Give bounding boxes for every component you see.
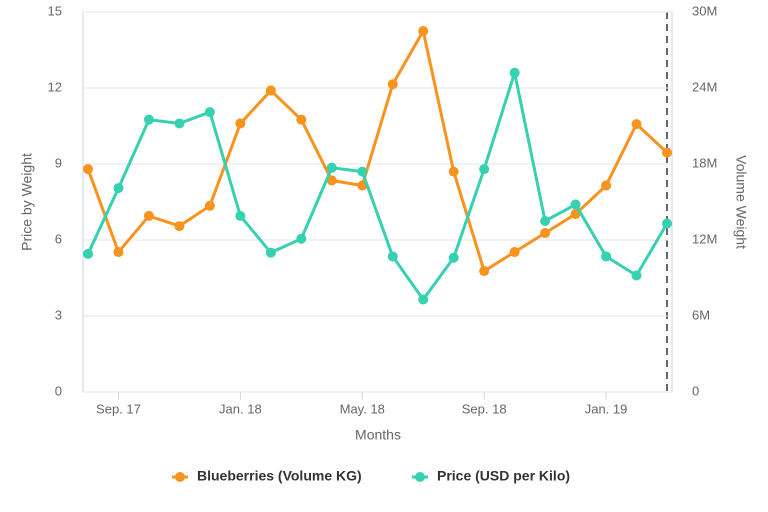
legend-marker [175,472,185,482]
point [265,85,276,96]
x-tick-label: Jan. 19 [585,401,628,416]
point [418,26,429,36]
legend-label: Blueberries (Volume KG) [197,468,362,484]
point [418,294,429,305]
point [631,119,642,130]
y-tick-label: 9 [55,155,62,170]
point [540,216,551,226]
y2-tick-label: 24M [692,79,717,94]
point [235,118,246,129]
point [113,247,124,258]
point [479,164,490,175]
point [296,233,307,244]
point [631,270,642,281]
point [265,247,276,258]
point [387,251,398,262]
point [174,118,185,129]
point [387,79,398,90]
y-tick-label: 0 [55,383,62,398]
point [570,199,581,210]
y2-tick-label: 0 [692,383,699,398]
point [479,266,490,277]
legend-marker [415,472,425,482]
point [83,248,93,259]
point [204,200,215,211]
x-tick-label: Sep. 18 [462,401,507,416]
x-tick-label: May. 18 [340,401,385,416]
y-tick-label: 12 [48,79,62,94]
x-tick-label: Sep. 17 [96,401,141,416]
point [235,210,246,221]
point [601,180,612,191]
y2-tick-label: 18M [692,155,717,170]
point [326,162,337,173]
point [540,228,551,239]
point [509,67,520,78]
y2-tick-label: 6M [692,307,710,322]
y2-axis-title: Volume Weight [733,155,749,249]
point [601,251,612,262]
point [83,164,93,175]
x-axis-title: Months [355,427,401,443]
point [143,210,154,221]
point [448,166,459,177]
point [296,114,307,125]
point [357,180,368,191]
series-line [86,66,669,303]
point [204,107,215,118]
point [662,218,672,229]
y-tick-label: 15 [48,3,62,18]
point [662,147,672,158]
y-tick-label: 3 [55,307,62,322]
y-tick-label: 6 [55,231,62,246]
x-tick-label: Jan. 18 [219,401,262,416]
point [448,252,459,263]
y2-tick-label: 12M [692,231,717,246]
y-axis-title: Price by Weight [19,153,35,251]
point [174,221,185,232]
point [509,247,520,258]
point [326,175,337,186]
point [113,183,124,194]
series-line [86,26,669,274]
y2-tick-label: 30M [692,3,717,18]
point [143,114,154,125]
point [357,166,368,177]
legend-label: Price (USD per Kilo) [437,468,570,484]
